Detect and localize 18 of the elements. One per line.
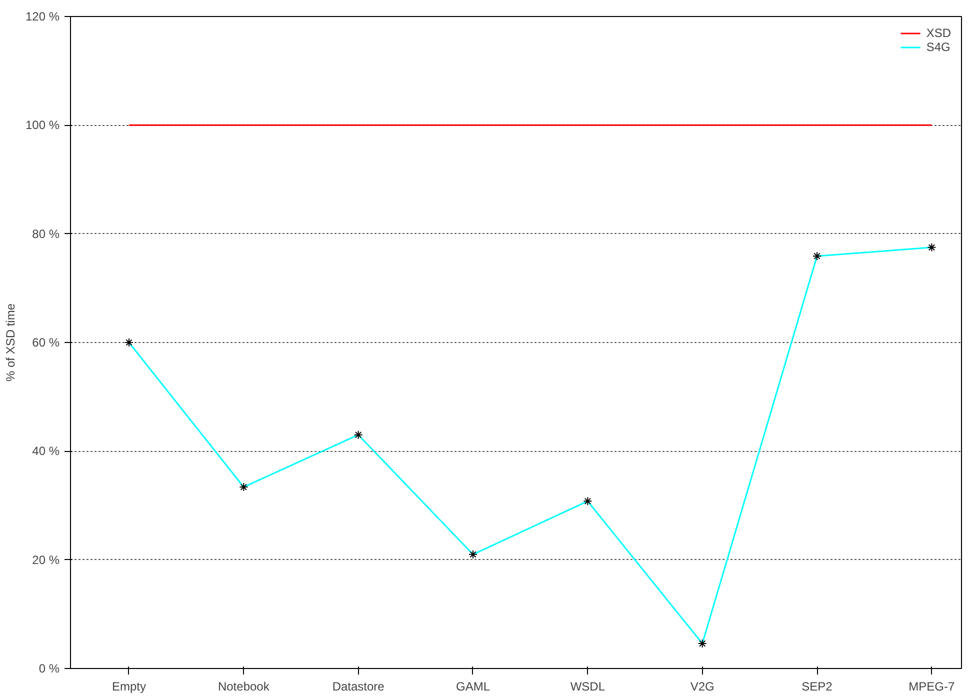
x-tick-label: Notebook	[218, 680, 270, 694]
legend-label: S4G	[926, 40, 950, 54]
y-axis-title: % of XSD time	[3, 303, 18, 382]
y-tick-label: 100 %	[25, 118, 60, 132]
y-tick-label: 60 %	[32, 336, 60, 350]
x-tick-label: V2G	[690, 680, 714, 694]
legend-label: XSD	[926, 26, 951, 40]
x-tick-label: Empty	[112, 680, 146, 694]
y-tick-label: 20 %	[32, 552, 60, 567]
x-tick-label: Datastore	[332, 680, 385, 694]
x-tick-label: GAML	[456, 680, 490, 694]
y-tick-label: 120 %	[25, 10, 60, 24]
x-tick-label: MPEG-7	[908, 680, 956, 694]
x-tick-label: SEP2	[802, 680, 833, 694]
y-tick-label: 80 %	[32, 226, 60, 241]
y-tick-label: 40 %	[32, 444, 60, 458]
x-tick-label: WSDL	[570, 680, 606, 694]
y-tick-label: 0 %	[38, 662, 60, 676]
